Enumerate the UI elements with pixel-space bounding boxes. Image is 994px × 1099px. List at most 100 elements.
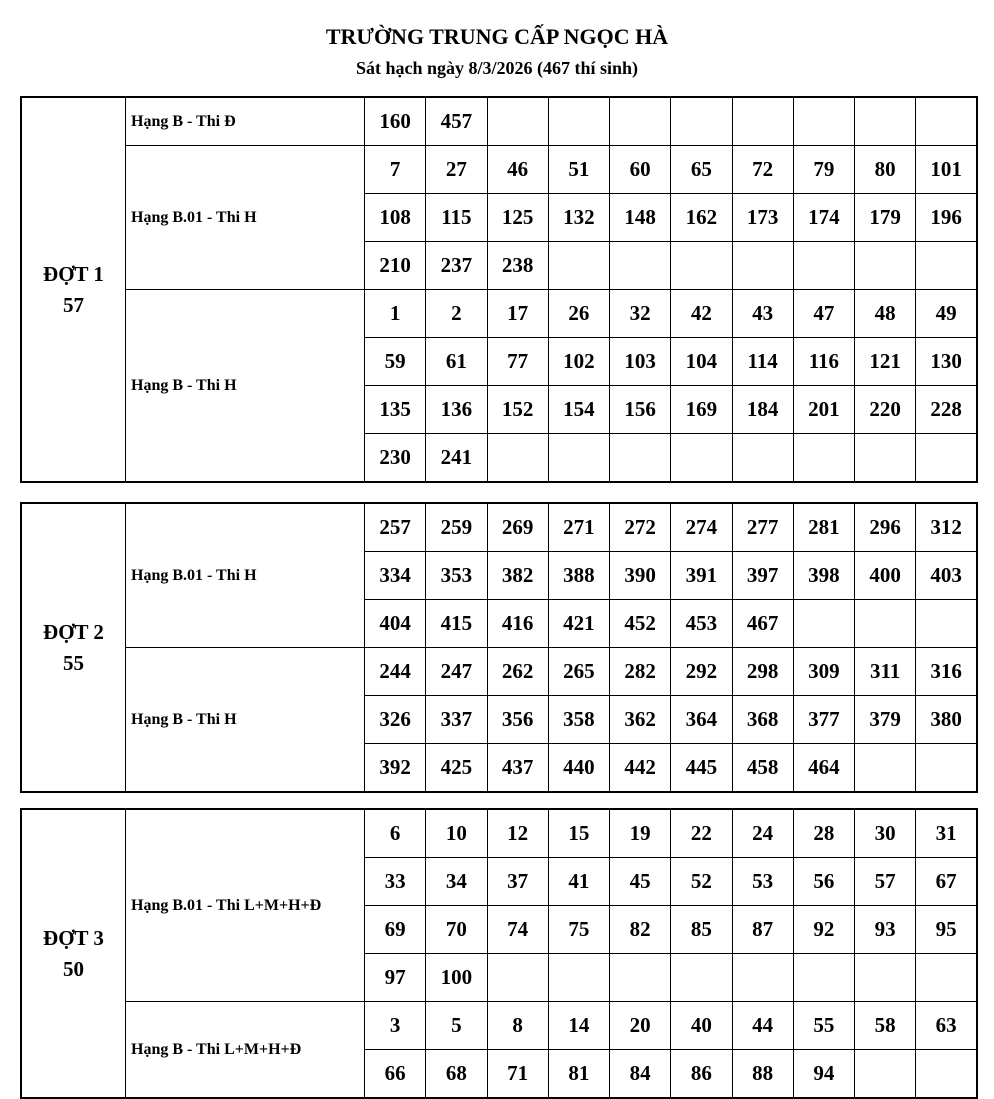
table-row: 230 241 [21, 433, 978, 483]
candidate-number: 437 [486, 743, 549, 793]
candidate-number: 71 [486, 1049, 549, 1099]
candidate-number: 298 [731, 647, 794, 696]
candidate-number: 196 [915, 193, 978, 242]
page-subtitle: Sát hạch ngày 8/3/2026 (467 thí sinh) [355, 58, 639, 78]
candidate-number [547, 241, 611, 290]
candidate-number: 220 [853, 385, 917, 434]
candidate-number: 42 [670, 289, 733, 338]
candidate-number [486, 96, 549, 146]
candidate-number: 269 [486, 502, 549, 552]
candidate-number: 311 [853, 647, 917, 696]
candidate-number: 49 [915, 289, 978, 338]
candidate-number: 362 [608, 695, 672, 744]
candidate-number: 400 [853, 551, 917, 600]
candidate-number: 5 [425, 1001, 488, 1050]
batch-count: 50 [63, 956, 84, 981]
candidate-number: 121 [853, 337, 917, 386]
candidate-number: 364 [670, 695, 733, 744]
candidate-number: 48 [853, 289, 917, 338]
candidate-number: 116 [792, 337, 856, 386]
candidate-number: 74 [486, 905, 549, 954]
table-row: 59 61 77 102 103 104 114 116 121 130 [21, 337, 978, 386]
table-row: ĐỢT 1 57 Hạng B - Thi Đ 160 457 [20, 96, 978, 483]
candidate-number [853, 433, 917, 483]
candidate-number: 173 [731, 193, 794, 242]
candidate-number: 257 [363, 502, 427, 552]
batch-count: 57 [63, 292, 84, 317]
candidate-number [547, 433, 611, 483]
candidate-number [792, 241, 856, 290]
candidate-number: 34 [425, 857, 488, 906]
candidate-number: 262 [486, 647, 549, 696]
candidate-number [853, 241, 917, 290]
candidate-number: 19 [608, 808, 672, 858]
candidate-number: 356 [486, 695, 549, 744]
candidate-number: 61 [425, 337, 488, 386]
candidate-number: 179 [853, 193, 917, 242]
batch-table: ĐỢT 2 55 Hạng B.01 - Thi H 257 259 269 271 272 2… [20, 502, 978, 793]
candidate-number: 1 [363, 289, 427, 338]
candidate-number: 41 [547, 857, 611, 906]
table-row: 392 425 437 440 442 445 458 464 [21, 743, 978, 793]
candidate-number: 81 [547, 1049, 611, 1099]
candidate-number: 416 [486, 599, 549, 648]
candidate-number: 6 [363, 808, 427, 858]
category-label: Hạng B.01 - Thi L+M+H+Đ [125, 808, 365, 1002]
category-label: Hạng B - Thi H [125, 647, 365, 793]
candidate-number: 22 [670, 808, 733, 858]
candidate-number: 40 [670, 1001, 733, 1050]
page-title: TRƯỜNG TRUNG CẤP NGỌC HÀ [325, 24, 669, 49]
candidate-number [486, 953, 549, 1002]
candidate-number: 47 [792, 289, 856, 338]
candidate-number: 390 [608, 551, 672, 600]
candidate-number: 95 [915, 905, 978, 954]
candidate-number: 136 [425, 385, 488, 434]
candidate-number [853, 1049, 917, 1099]
table-row: 404 415 416 421 452 453 467 [21, 599, 978, 648]
table-row: ĐỢT 2 55 Hạng B.01 - Thi H 257 259 269 271 272 2… [20, 502, 978, 793]
candidate-number: 425 [425, 743, 488, 793]
candidate-number: 464 [792, 743, 856, 793]
candidate-number: 309 [792, 647, 856, 696]
candidate-number: 3 [363, 1001, 427, 1050]
batch-cell: ĐỢT 1 57 [20, 96, 126, 483]
candidate-number: 442 [608, 743, 672, 793]
candidate-number [731, 241, 794, 290]
candidate-number: 445 [670, 743, 733, 793]
candidate-number: 458 [731, 743, 794, 793]
candidate-number [915, 96, 978, 146]
candidate-number: 59 [363, 337, 427, 386]
candidate-number: 93 [853, 905, 917, 954]
candidate-number: 100 [425, 953, 488, 1002]
candidate-number: 453 [670, 599, 733, 648]
candidate-number: 292 [670, 647, 733, 696]
candidate-number: 259 [425, 502, 488, 552]
candidate-number: 108 [363, 193, 427, 242]
candidate-number: 10 [425, 808, 488, 858]
candidate-number: 58 [853, 1001, 917, 1050]
candidate-number: 397 [731, 551, 794, 600]
candidate-number: 80 [853, 145, 917, 194]
candidate-number: 67 [915, 857, 978, 906]
candidate-number: 452 [608, 599, 672, 648]
candidate-number: 85 [670, 905, 733, 954]
candidate-number [853, 953, 917, 1002]
candidate-number [915, 241, 978, 290]
candidate-number: 86 [670, 1049, 733, 1099]
candidate-number: 17 [486, 289, 549, 338]
candidate-number: 334 [363, 551, 427, 600]
candidate-number [853, 599, 917, 648]
candidate-number [731, 433, 794, 483]
candidate-number: 79 [792, 145, 856, 194]
candidate-number: 162 [670, 193, 733, 242]
candidate-number: 77 [486, 337, 549, 386]
candidate-number: 66 [363, 1049, 427, 1099]
candidate-number: 46 [486, 145, 549, 194]
candidate-number: 358 [547, 695, 611, 744]
candidate-number [486, 433, 549, 483]
candidate-number: 404 [363, 599, 427, 648]
candidate-number: 104 [670, 337, 733, 386]
candidate-number: 440 [547, 743, 611, 793]
candidate-number: 20 [608, 1001, 672, 1050]
category-label: Hạng B.01 - Thi H [125, 502, 365, 648]
